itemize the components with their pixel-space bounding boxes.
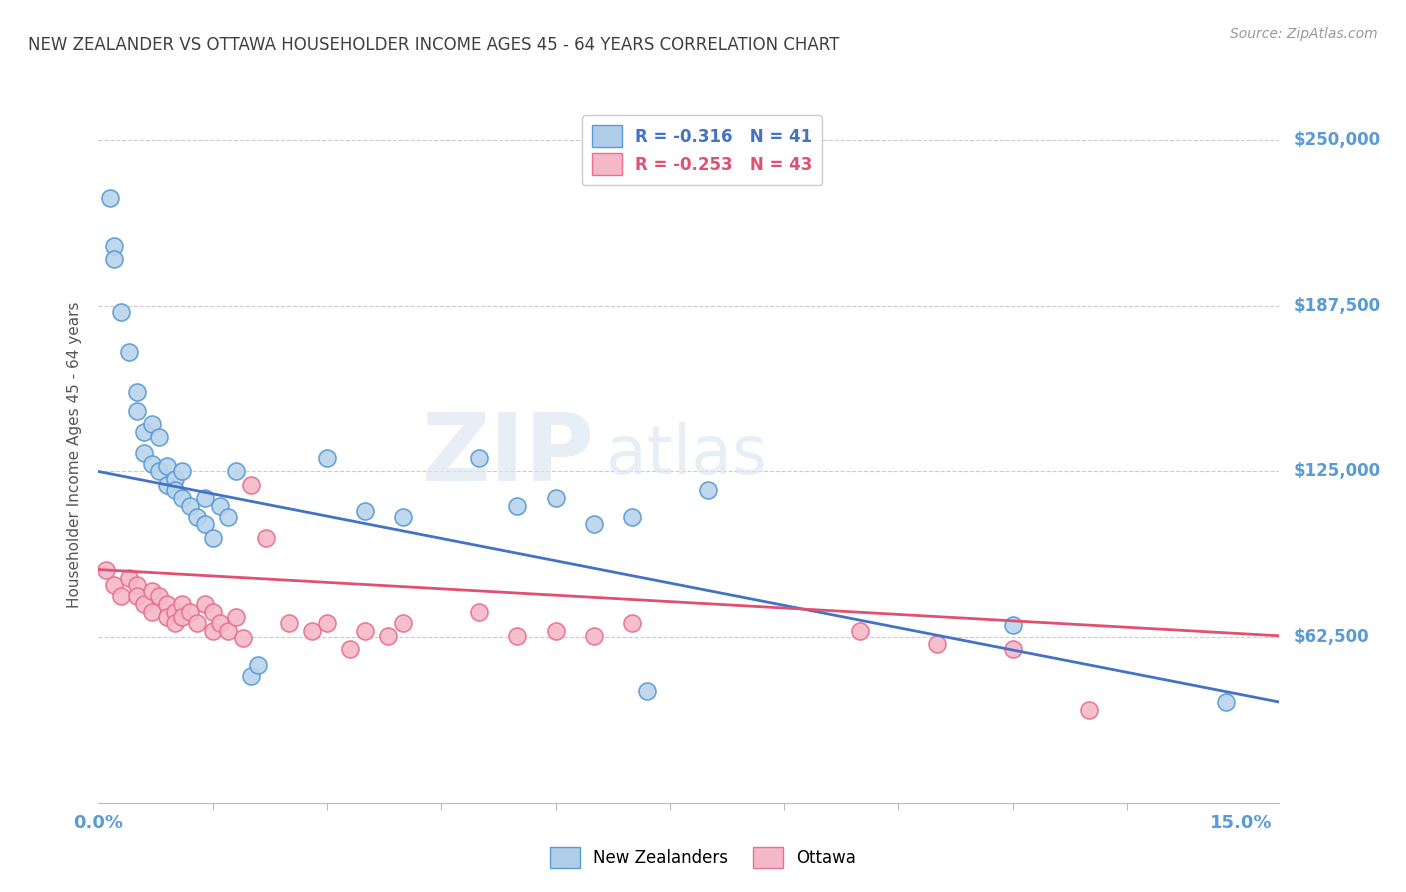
Point <box>172 491 194 505</box>
Point <box>194 491 217 505</box>
Point <box>354 624 377 638</box>
Point <box>125 403 148 417</box>
Point <box>392 509 415 524</box>
Point <box>506 629 529 643</box>
Point <box>201 624 224 638</box>
Point <box>316 451 339 466</box>
Point <box>172 610 194 624</box>
Point <box>620 615 643 630</box>
Point <box>172 465 194 479</box>
Point <box>194 597 217 611</box>
Point <box>98 192 121 206</box>
Point <box>544 624 567 638</box>
Point <box>636 684 658 698</box>
Point <box>186 615 208 630</box>
Point <box>163 483 186 497</box>
Legend: New Zealanders, Ottawa: New Zealanders, Ottawa <box>543 840 863 875</box>
Point <box>582 517 605 532</box>
Point <box>354 504 377 518</box>
Point <box>94 563 117 577</box>
Point <box>225 610 247 624</box>
Point <box>254 531 277 545</box>
Legend: R = -0.316   N = 41, R = -0.253   N = 43: R = -0.316 N = 41, R = -0.253 N = 43 <box>582 115 823 185</box>
Point <box>392 615 415 630</box>
Text: atlas: atlas <box>606 422 768 488</box>
Point <box>179 605 201 619</box>
Point <box>217 624 239 638</box>
Text: $250,000: $250,000 <box>1294 131 1381 149</box>
Point <box>148 430 170 444</box>
Point <box>134 446 156 460</box>
Point <box>544 491 567 505</box>
Point <box>163 605 186 619</box>
Point <box>179 499 201 513</box>
Point <box>134 425 156 439</box>
Point <box>339 642 361 657</box>
Point <box>134 597 156 611</box>
Point <box>125 384 148 399</box>
Point <box>118 345 141 359</box>
Point <box>141 457 163 471</box>
Point <box>377 629 399 643</box>
Point <box>141 583 163 598</box>
Point <box>239 668 262 682</box>
Y-axis label: Householder Income Ages 45 - 64 years: Householder Income Ages 45 - 64 years <box>67 301 83 608</box>
Point <box>1078 703 1101 717</box>
Text: $62,500: $62,500 <box>1294 628 1369 646</box>
Text: $125,000: $125,000 <box>1294 462 1381 481</box>
Point <box>156 597 179 611</box>
Point <box>1001 618 1024 632</box>
Point <box>110 589 132 603</box>
Text: Source: ZipAtlas.com: Source: ZipAtlas.com <box>1230 27 1378 41</box>
Point <box>141 605 163 619</box>
Point <box>620 509 643 524</box>
Point <box>103 578 125 592</box>
Point <box>582 629 605 643</box>
Point <box>247 657 270 672</box>
Point <box>217 509 239 524</box>
Point <box>209 615 232 630</box>
Point <box>163 472 186 486</box>
Point <box>141 417 163 431</box>
Point <box>1001 642 1024 657</box>
Point <box>209 499 232 513</box>
Point <box>156 477 179 491</box>
Point <box>186 509 208 524</box>
Point <box>316 615 339 630</box>
Point <box>849 624 872 638</box>
Point <box>239 477 262 491</box>
Point <box>201 605 224 619</box>
Text: $187,500: $187,500 <box>1294 297 1381 315</box>
Point <box>148 465 170 479</box>
Point <box>301 624 323 638</box>
Point <box>1215 695 1237 709</box>
Point <box>103 239 125 253</box>
Point <box>163 615 186 630</box>
Point <box>201 531 224 545</box>
Point <box>103 252 125 267</box>
Point <box>506 499 529 513</box>
Point <box>277 615 299 630</box>
Point <box>148 589 170 603</box>
Point <box>110 305 132 319</box>
Point <box>225 465 247 479</box>
Point <box>232 632 254 646</box>
Point <box>156 610 179 624</box>
Point <box>118 570 141 584</box>
Point <box>125 589 148 603</box>
Point <box>468 605 491 619</box>
Point <box>156 459 179 474</box>
Text: NEW ZEALANDER VS OTTAWA HOUSEHOLDER INCOME AGES 45 - 64 YEARS CORRELATION CHART: NEW ZEALANDER VS OTTAWA HOUSEHOLDER INCO… <box>28 36 839 54</box>
Point <box>172 597 194 611</box>
Point <box>468 451 491 466</box>
Point <box>925 637 948 651</box>
Point <box>125 578 148 592</box>
Point <box>194 517 217 532</box>
Point <box>697 483 720 497</box>
Text: ZIP: ZIP <box>422 409 595 501</box>
